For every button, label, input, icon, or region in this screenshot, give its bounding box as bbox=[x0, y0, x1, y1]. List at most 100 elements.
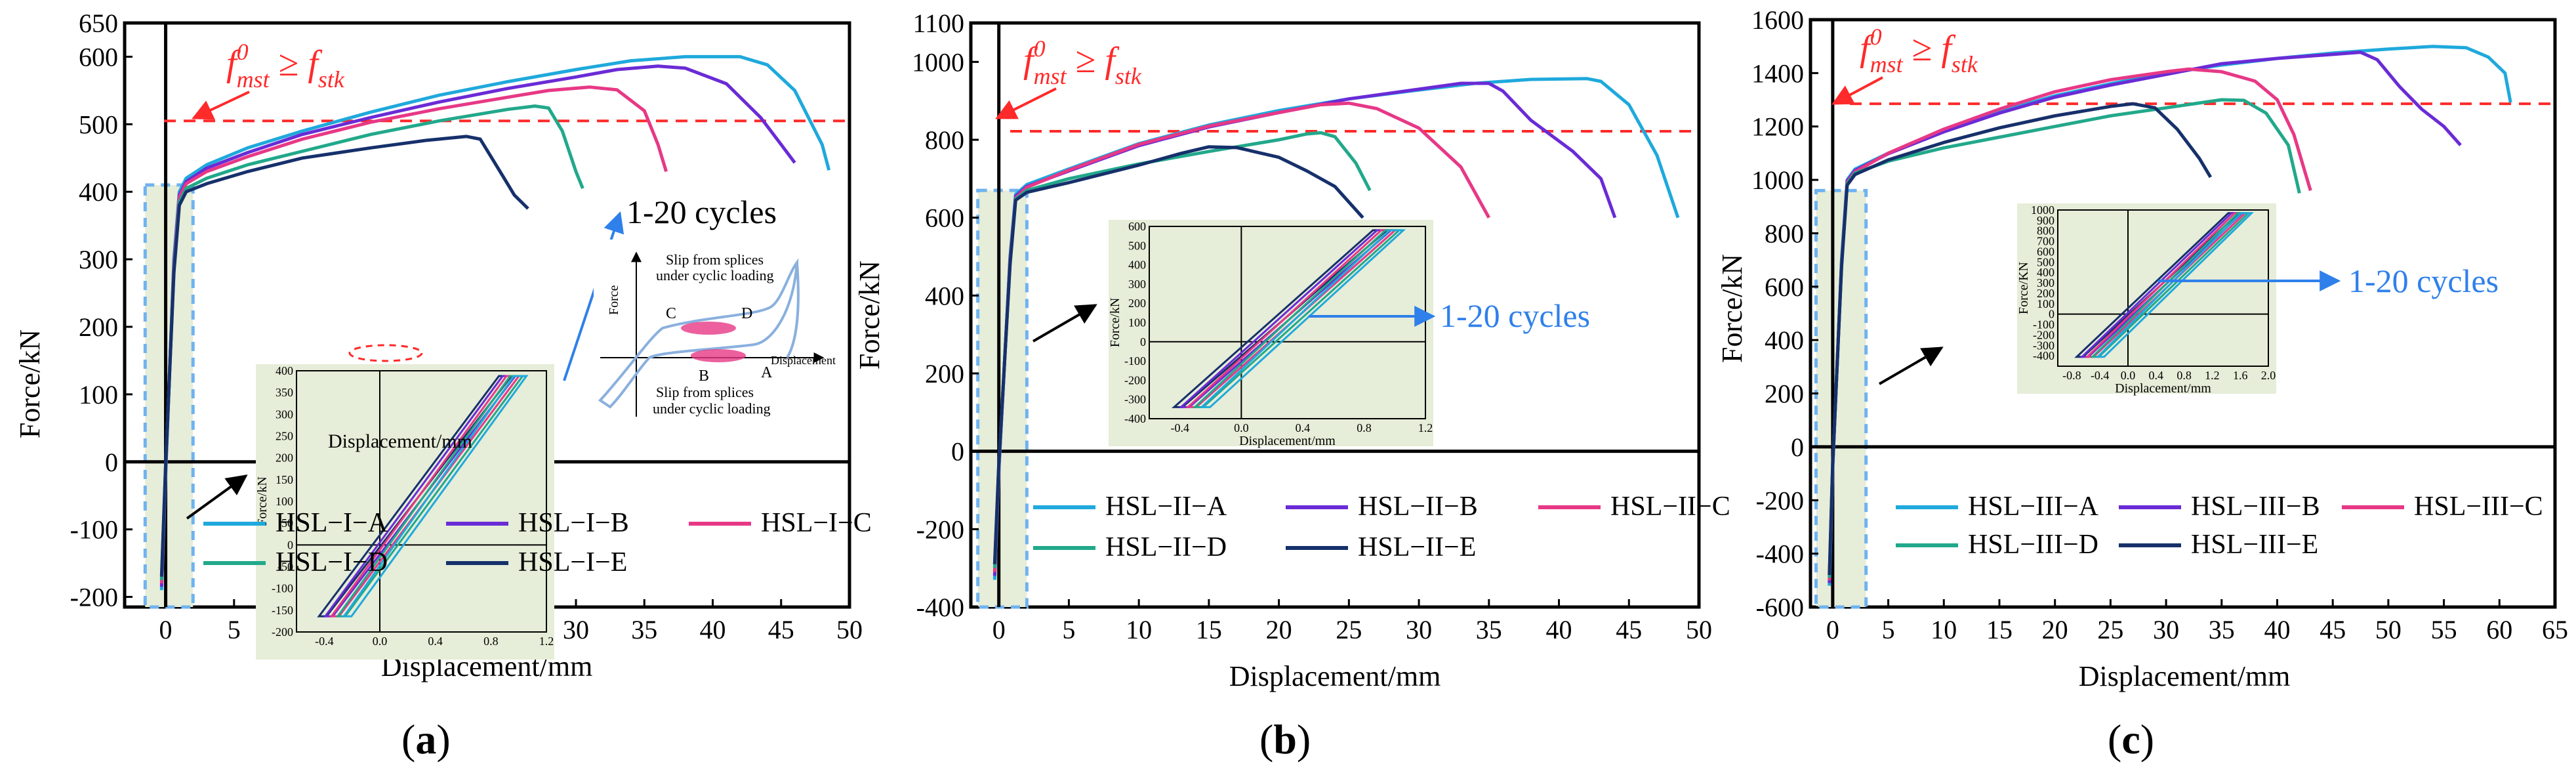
x-tick-label: 30 bbox=[1406, 615, 1432, 644]
x-tick-label: 55 bbox=[2431, 615, 2457, 644]
inset-y-tick-label: 0 bbox=[2049, 308, 2055, 321]
svg-text:A: A bbox=[761, 364, 773, 381]
legend-label-A: HSL−II−A bbox=[1105, 492, 1227, 522]
y-tick-label: 1200 bbox=[1751, 112, 1804, 142]
inset-y-tick-label: 400 bbox=[1128, 259, 1146, 272]
y-tick-label: 1100 bbox=[912, 9, 964, 38]
inset-y-tick-label: 100 bbox=[1128, 316, 1146, 329]
cycles-callout: 1-20 cycles bbox=[626, 194, 777, 230]
inset-y-tick-label: 200 bbox=[1128, 297, 1146, 310]
inset-y-tick-label: 100 bbox=[2037, 297, 2055, 310]
inset-background bbox=[256, 364, 554, 660]
y-tick-label: 200 bbox=[1765, 379, 1804, 409]
inset-y-tick-label: 100 bbox=[276, 495, 293, 508]
y-tick-label: 400 bbox=[1765, 326, 1804, 355]
legend: HSL−III−A HSL−III−B HSL−III−C HSL−III−D HSL−… bbox=[1896, 492, 2543, 560]
inset-pointer-arrow bbox=[1878, 346, 1944, 385]
x-tick-label: 0 bbox=[1826, 615, 1839, 644]
legend-label-A: HSL−I−A bbox=[276, 508, 388, 538]
inset-loop-A bbox=[1199, 229, 1406, 408]
inset-y-tick-label: 400 bbox=[2037, 266, 2055, 279]
inset-loop-E bbox=[1171, 229, 1390, 408]
legend: HSL−II−A HSL−II−B HSL−II−C HSL−II−D HSL−II−E bbox=[1033, 492, 1730, 562]
x-tick-label: 40 bbox=[2264, 615, 2290, 644]
inset-y-tick-label: -100 bbox=[2033, 318, 2055, 331]
inset-y-tick-label: 0 bbox=[1140, 335, 1146, 348]
x-tick-label: 35 bbox=[2209, 615, 2235, 644]
inset-y-tick-label: 900 bbox=[2037, 214, 2055, 227]
y-tick-label: 1000 bbox=[912, 47, 964, 77]
inset-x-tick-label: -0.4 bbox=[2091, 369, 2110, 382]
inset-loop-A bbox=[2095, 212, 2255, 358]
x-tick-label: 5 bbox=[228, 615, 241, 644]
inset-x-tick-label: 1.2 bbox=[2205, 369, 2220, 382]
inset-loop-C bbox=[1185, 229, 1398, 408]
inset-y-tick-label: 250 bbox=[276, 430, 293, 443]
inset-y-tick-label: -100 bbox=[1124, 354, 1146, 368]
inset-y-tick-label: -400 bbox=[1124, 412, 1146, 425]
x-tick-label: 0 bbox=[992, 615, 1006, 644]
inset-plot: -0.4 0.0 0.4 0.8 1.2 -400 -300 -200 -100 0 100 200 3… bbox=[1108, 220, 1433, 448]
inset-x-tick-label: -0.8 bbox=[2062, 369, 2081, 382]
inset-x-tick-label: 0.8 bbox=[1357, 421, 1372, 434]
inset-y-tick-label: 500 bbox=[2037, 255, 2055, 268]
inset-loop-B bbox=[2079, 212, 2245, 358]
inset-y-tick-label: 150 bbox=[276, 473, 293, 486]
inset-x-tick-label: 0.0 bbox=[373, 635, 388, 648]
inset-x-label: Displacement/mm bbox=[328, 430, 472, 452]
y-tick-label: 650 bbox=[79, 9, 118, 38]
inset-x-tick-label: 0.4 bbox=[2149, 369, 2164, 382]
inset-x-tick-label: -0.4 bbox=[315, 635, 334, 648]
y-tick-label: -200 bbox=[70, 583, 118, 612]
inset-y-tick-label: 700 bbox=[2037, 235, 2055, 248]
inset-y-tick-label: 50 bbox=[281, 516, 293, 530]
legend-label-B: HSL−I−B bbox=[518, 508, 629, 538]
inset-y-tick-label: 400 bbox=[276, 364, 293, 377]
highlight-box bbox=[143, 183, 195, 609]
legend-label-C: HSL−I−C bbox=[761, 508, 872, 538]
x-tick-label: 5 bbox=[1062, 615, 1075, 644]
inset-y-tick-label: -400 bbox=[2033, 349, 2055, 362]
y-tick-label: 800 bbox=[925, 125, 964, 155]
x-tick-label: 30 bbox=[563, 615, 589, 644]
legend-label-D: HSL−III−D bbox=[1968, 530, 2098, 560]
threshold-formula: f0 mst ≥ fstk bbox=[1831, 24, 1978, 105]
inset-x-label: Displacement/mm bbox=[1239, 434, 1336, 448]
inset-x-tick-label: 0.0 bbox=[2121, 369, 2136, 382]
inset-y-tick-label: 300 bbox=[2037, 276, 2055, 289]
tick-labels: 0 5 10 15 20 25 30 35 40 45 50 55 60 65 -600 -400 -200 0 2… bbox=[1751, 5, 2568, 644]
caption-b: (b) bbox=[1259, 716, 1311, 763]
y-tick-label: 600 bbox=[925, 203, 964, 233]
panel-a: 05101520253035404550-200-100010020030040… bbox=[14, 9, 872, 682]
y-tick-label: -600 bbox=[1756, 593, 1804, 622]
slip-schematic: Slip from splices under cyclic loading S… bbox=[594, 240, 836, 430]
x-tick-label: 20 bbox=[2042, 615, 2068, 644]
y-tick-label: 200 bbox=[79, 312, 118, 342]
y-tick-label: 600 bbox=[1765, 272, 1804, 302]
y-tick-label: -400 bbox=[1756, 539, 1804, 569]
inset-y-tick-label: -150 bbox=[272, 604, 293, 617]
y-axis-label: Force/kN bbox=[853, 261, 886, 369]
x-axis-label: Displacement/mm bbox=[2079, 660, 2291, 692]
tick-labels: 0 5 10 15 20 25 30 35 40 45 50 -400 -200 0 200 400 600 80… bbox=[912, 9, 1712, 644]
svg-text:Force: Force bbox=[607, 285, 621, 315]
highlight-region bbox=[143, 183, 195, 609]
x-tick-label: 0 bbox=[159, 615, 173, 644]
y-tick-label: -100 bbox=[70, 515, 118, 545]
y-tick-label: 1000 bbox=[1751, 165, 1804, 195]
inset-x-tick-label: 0.0 bbox=[1234, 421, 1249, 434]
y-tick-label: 100 bbox=[79, 380, 118, 410]
inset-y-tick-label: 1000 bbox=[2031, 203, 2055, 217]
inset-x-tick-label: 2.0 bbox=[2261, 369, 2276, 382]
y-tick-label: 300 bbox=[79, 245, 118, 274]
caption-c: (c) bbox=[2108, 716, 2155, 763]
inset-y-label: Force/kN bbox=[1108, 298, 1122, 348]
inset-y-tick-label: 200 bbox=[2037, 287, 2055, 300]
y-tick-label: -400 bbox=[916, 593, 964, 622]
inset-y-tick-label: 600 bbox=[2037, 245, 2055, 258]
x-tick-label: 45 bbox=[768, 615, 794, 644]
inset-x-label: Displacement/mm bbox=[2115, 381, 2211, 396]
inset-y-tick-label: 200 bbox=[276, 452, 293, 465]
x-tick-label: 35 bbox=[1476, 615, 1502, 644]
